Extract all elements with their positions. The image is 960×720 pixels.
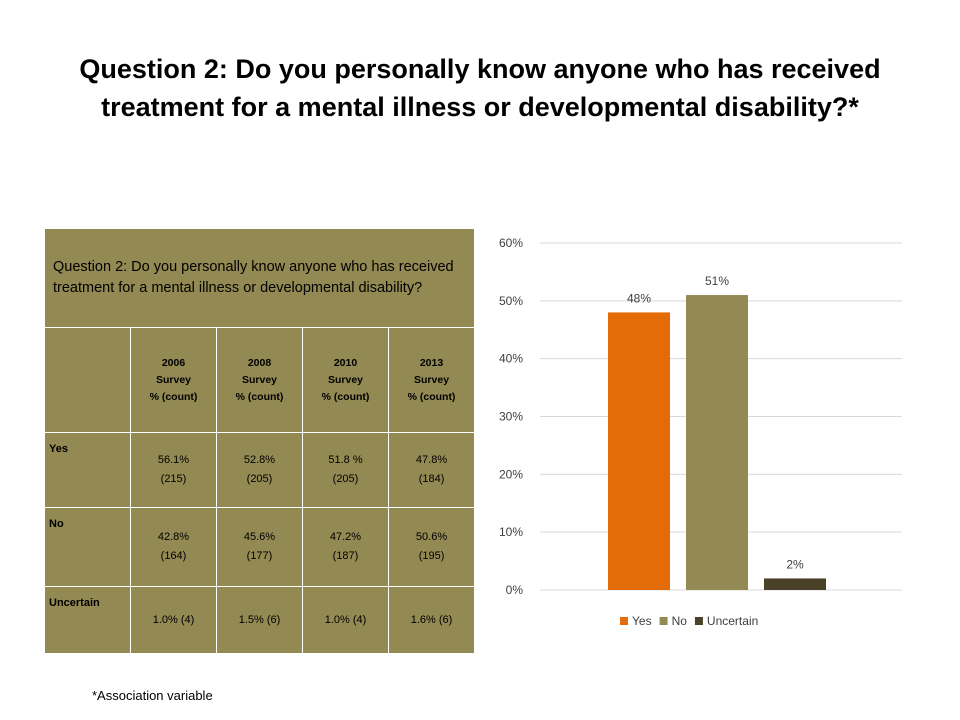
cell-percent: 42.8%: [157, 531, 190, 543]
column-header-2006: 2006 Survey % (count): [130, 327, 217, 433]
cell-percent: 45.6%: [243, 531, 276, 543]
table-cell: 50.6% (195): [387, 507, 476, 587]
cell-count: (195): [418, 550, 445, 562]
table-question: Question 2: Do you personally know anyon…: [43, 228, 476, 328]
column-header-unit: % (count): [407, 390, 456, 403]
slide-title-line-2: treatment for a mental illness or develo…: [101, 92, 859, 122]
column-header-2013: 2013 Survey % (count): [387, 327, 476, 433]
column-header-2010: 2010 Survey % (count): [302, 327, 389, 433]
table-cell: 47.2% (187): [302, 507, 389, 587]
cell-percent: 56.1%: [157, 454, 190, 466]
legend-label: Yes: [632, 614, 652, 628]
cell-count: (205): [246, 473, 273, 485]
table-cell: 1.5% (6): [216, 586, 303, 654]
table-cell: 1.0% (4): [302, 586, 389, 654]
column-header-unit: % (count): [321, 390, 370, 403]
column-header-survey: Survey: [414, 373, 450, 386]
table-row-no: No 42.8% (164) 45.6% (177) 47.2% (187) 50.6…: [44, 507, 476, 587]
column-header-2008: 2008 Survey % (count): [216, 327, 303, 433]
survey-table-container: Question 2: Do you personally know anyon…: [43, 228, 476, 654]
legend-swatch: [694, 617, 703, 625]
footnote: *Association variable: [92, 688, 213, 703]
column-header-year: 2008: [247, 356, 272, 369]
slide-title: Question 2: Do you personally know anyon…: [30, 50, 930, 126]
row-label-no: No: [44, 507, 131, 587]
cell-percent: 50.6%: [415, 531, 448, 543]
legend-label: Uncertain: [707, 614, 758, 628]
slide-title-line-1: Question 2: Do you personally know anyon…: [79, 54, 881, 84]
column-header-survey: Survey: [155, 373, 192, 386]
column-header-year: 2010: [333, 356, 358, 369]
column-header-year: 2013: [419, 356, 444, 369]
column-header-unit: % (count): [235, 390, 284, 403]
data-label: 51%: [705, 274, 729, 288]
column-header-year: 2006: [161, 356, 186, 369]
row-label-yes: Yes: [44, 432, 131, 508]
legend-swatch: [620, 617, 628, 625]
cell-count: (187): [332, 550, 359, 562]
cell-count: (205): [332, 473, 359, 485]
column-header-survey: Survey: [241, 373, 278, 386]
table-row-uncertain: Uncertain 1.0% (4) 1.5% (6) 1.0% (4) 1.6…: [44, 586, 476, 654]
table-row-yes: Yes 56.1% (215) 52.8% (205) 51.8 % (205) 47…: [44, 432, 476, 508]
row-label-uncertain: Uncertain: [44, 586, 131, 654]
legend-label: No: [672, 614, 688, 628]
table-question-row: Question 2: Do you personally know anyon…: [43, 228, 476, 328]
cell-count: (177): [246, 550, 273, 562]
table-cell: 45.6% (177): [216, 507, 303, 587]
cell-count: (215): [160, 473, 187, 485]
cell-count: (184): [418, 473, 445, 485]
table-cell: 51.8 % (205): [302, 432, 389, 508]
y-tick-label: 60%: [499, 236, 523, 250]
table-header-row: 2006 Survey % (count) 2008 Survey % (cou…: [44, 327, 476, 433]
y-tick-label: 30%: [499, 410, 523, 424]
bar-no: [686, 295, 748, 590]
table-cell: 47.8% (184): [387, 432, 476, 508]
table-cell: 42.8% (164): [130, 507, 217, 587]
y-tick-label: 10%: [499, 525, 523, 539]
cell-percent: 52.8%: [243, 454, 276, 466]
cell-percent: 47.8%: [415, 454, 448, 466]
table-cell: 1.0% (4): [130, 586, 217, 654]
y-tick-label: 50%: [499, 294, 523, 308]
table-corner-cell: [44, 327, 131, 433]
column-header-survey: Survey: [327, 373, 364, 386]
cell-percent: 47.2%: [329, 531, 362, 543]
bar-chart: 0% 10% 20% 30% 40% 50% 60% 48% 51% 2% Yes No Uncerta…: [499, 236, 902, 628]
y-tick-label: 0%: [506, 583, 524, 597]
cell-count: (164): [160, 550, 187, 562]
column-header-unit: % (count): [149, 390, 198, 403]
survey-table: Question 2: Do you personally know anyon…: [43, 228, 476, 654]
bar-yes: [608, 312, 670, 590]
y-tick-label: 20%: [499, 467, 523, 481]
data-label: 2%: [786, 557, 804, 571]
y-tick-label: 40%: [499, 352, 523, 366]
table-cell: 56.1% (215): [130, 432, 217, 508]
table-cell: 52.8% (205): [216, 432, 303, 508]
legend-swatch: [659, 617, 668, 625]
cell-percent: 51.8 %: [328, 454, 363, 466]
table-cell: 1.6% (6): [387, 586, 476, 654]
data-label: 48%: [627, 291, 651, 305]
bar-uncertain: [764, 578, 826, 590]
